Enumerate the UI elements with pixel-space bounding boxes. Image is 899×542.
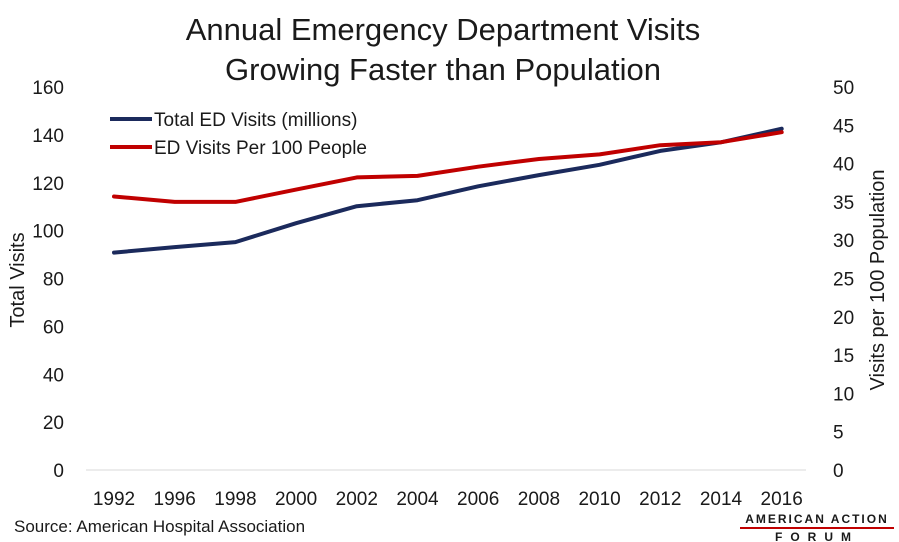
- left-axis-ticks: 0 20 40 60 80 100 120 140 160: [32, 78, 64, 482]
- left-axis-title: Total Visits: [7, 232, 29, 327]
- right-tick-label: 40: [833, 155, 854, 176]
- x-tick-label: 2010: [578, 489, 620, 510]
- x-tick-label: 2008: [518, 489, 560, 510]
- x-tick-label: 1996: [154, 489, 196, 510]
- right-tick-label: 35: [833, 193, 854, 214]
- series-line-visits-per-100: [112, 130, 784, 204]
- x-axis-ticks: 1992 1996 1998 2000 2002 2004 2006 2008 2010 2012…: [93, 489, 803, 510]
- x-tick-label: 2000: [275, 489, 317, 510]
- x-tick-label: 2006: [457, 489, 499, 510]
- left-tick-label: 100: [32, 222, 64, 243]
- legend: Total ED Visits (millions) ED Visits Per…: [110, 110, 367, 159]
- series-lines: [112, 126, 784, 255]
- x-tick-label: 2012: [639, 489, 681, 510]
- logo-line1: AMERICAN ACTION: [745, 512, 889, 526]
- legend-label-total-visits: Total ED Visits (millions): [154, 110, 357, 131]
- left-tick-label: 40: [43, 365, 64, 386]
- source-note: Source: American Hospital Association: [14, 517, 305, 536]
- right-tick-label: 0: [833, 461, 844, 482]
- left-tick-label: 20: [43, 413, 64, 434]
- right-tick-label: 20: [833, 308, 854, 329]
- logo: AMERICAN ACTION FORUM: [740, 512, 894, 542]
- chart-title-line2: Growing Faster than Population: [225, 52, 661, 87]
- x-tick-label: 1998: [214, 489, 256, 510]
- left-tick-label: 0: [53, 461, 64, 482]
- x-tick-label: 2002: [336, 489, 378, 510]
- x-tick-label: 2014: [700, 489, 743, 510]
- right-tick-label: 10: [833, 384, 854, 405]
- series-line-total-visits: [112, 126, 784, 255]
- left-tick-label: 80: [43, 270, 64, 291]
- right-axis-ticks: 0 5 10 15 20 25 30 35 40 45 50: [833, 78, 854, 482]
- legend-label-visits-per-100: ED Visits Per 100 People: [154, 138, 367, 159]
- x-tick-label: 1992: [93, 489, 135, 510]
- x-tick-label: 2004: [396, 489, 439, 510]
- right-tick-label: 30: [833, 231, 854, 252]
- right-axis-title: Visits per 100 Population: [867, 170, 889, 391]
- chart-title-line1: Annual Emergency Department Visits: [186, 12, 701, 47]
- right-tick-label: 25: [833, 270, 854, 291]
- logo-line2: FORUM: [775, 530, 859, 542]
- right-tick-label: 50: [833, 78, 854, 99]
- left-tick-label: 120: [32, 174, 64, 195]
- left-tick-label: 140: [32, 126, 64, 147]
- right-tick-label: 5: [833, 423, 844, 444]
- right-tick-label: 15: [833, 346, 854, 367]
- x-tick-label: 2016: [761, 489, 803, 510]
- left-tick-label: 60: [43, 317, 64, 338]
- left-tick-label: 160: [32, 78, 64, 99]
- right-tick-label: 45: [833, 116, 854, 137]
